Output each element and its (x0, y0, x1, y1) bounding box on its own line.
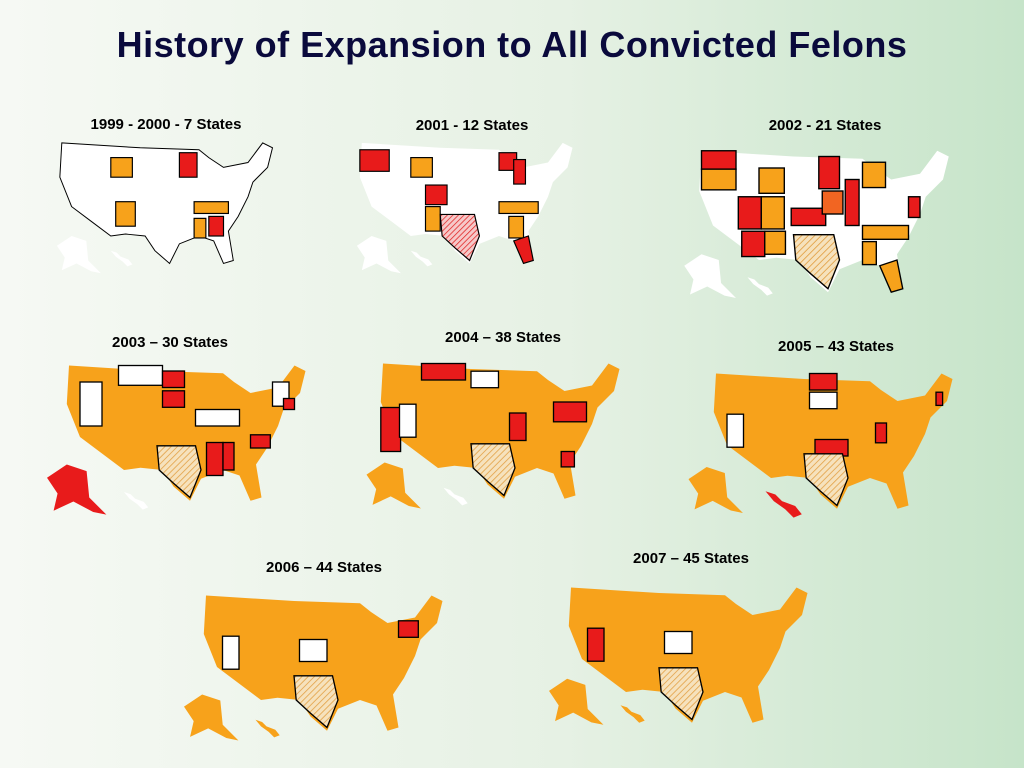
map-label: 2003 – 30 States (112, 334, 228, 351)
map-label: 2002 - 21 States (768, 117, 882, 134)
map-label: 2005 – 43 States (778, 338, 894, 355)
map-label: 2004 – 38 States (445, 329, 561, 346)
map-2002 (684, 150, 949, 298)
map-label: 2001 - 12 States (415, 117, 529, 134)
map-2006 (184, 595, 443, 741)
map-2005 (688, 372, 953, 518)
map-2007 (549, 587, 808, 725)
map-2004 (366, 362, 620, 509)
map-label: 1999 - 2000 - 7 States (90, 116, 242, 133)
slide-title: History of Expansion to All Convicted Fe… (116, 24, 908, 65)
map-2003 (47, 364, 306, 515)
map-label: 2006 – 44 States (266, 559, 382, 576)
map-1999 (56, 142, 273, 274)
map-2001 (356, 142, 573, 274)
map-label: 2007 – 45 States (633, 550, 749, 567)
